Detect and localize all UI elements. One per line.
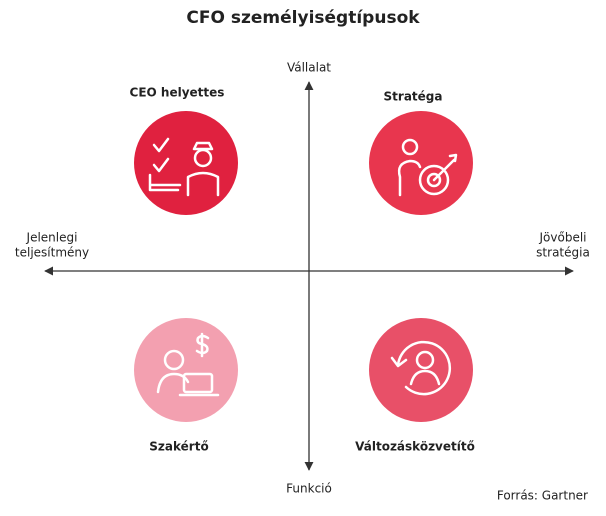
axis-label-left: teljesítmény [15,246,89,260]
icon-expert [134,318,238,422]
icon-strategist [369,111,473,215]
quadrant-label: Szakértő [149,440,208,454]
axis-label-bottom: Funkció [286,482,332,496]
icon-change-agent [369,318,473,422]
axis-label-right: Jövőbeli [539,231,587,245]
axis-label-right: stratégia [536,246,590,260]
axis-label-top: Vállalat [287,61,331,75]
title: CFO személyiségtípusok [186,8,420,28]
source: Forrás: Gartner [497,489,588,503]
quadrant-label: CEO helyettes [130,86,225,100]
axis-label-left: Jelenlegi [26,231,78,245]
quadrant-label: Változásközvetítő [355,440,475,454]
quadrant-label: Stratéga [384,90,443,104]
icon-ceo-deputy [134,111,238,215]
